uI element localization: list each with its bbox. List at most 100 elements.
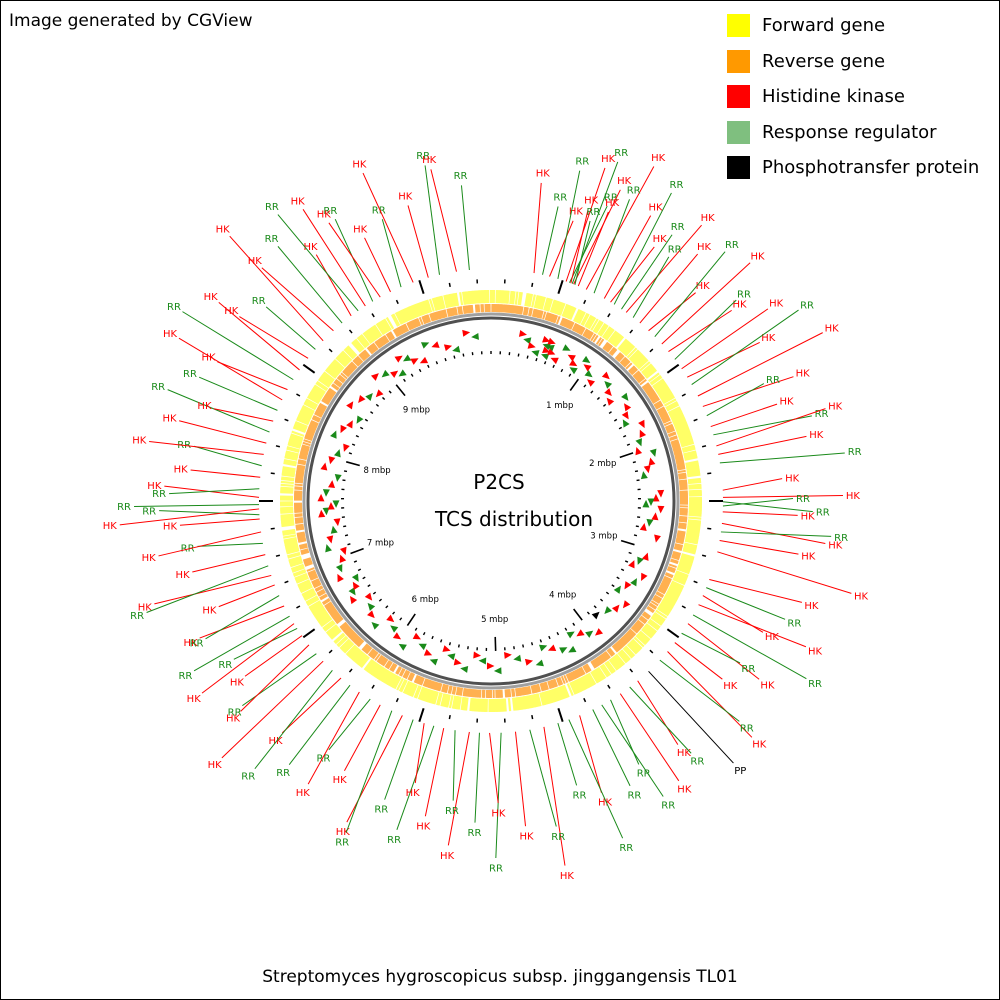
reverse-gene-mark bbox=[355, 356, 363, 364]
forward-gene-mark bbox=[660, 601, 673, 610]
reverse-gene-mark bbox=[347, 630, 355, 638]
reverse-gene-mark bbox=[396, 327, 402, 336]
forward-gene-mark bbox=[626, 347, 638, 359]
forward-gene-mark bbox=[643, 625, 656, 636]
forward-gene-mark bbox=[682, 547, 696, 554]
forward-gene-mark bbox=[352, 340, 363, 352]
forward-gene-mark bbox=[654, 382, 667, 392]
inner-minor-tick bbox=[448, 642, 452, 646]
callout-line bbox=[514, 731, 527, 827]
inner-minor-tick bbox=[628, 551, 632, 555]
hk-label: HK bbox=[651, 153, 666, 164]
forward-gene-mark bbox=[404, 307, 412, 321]
forward-gene-mark bbox=[346, 645, 358, 657]
reverse-gene-mark bbox=[353, 358, 361, 366]
forward-gene-mark bbox=[680, 555, 694, 562]
histidine-kinase-arrow bbox=[641, 552, 649, 561]
reverse-gene-mark bbox=[304, 435, 313, 440]
forward-gene-mark bbox=[612, 334, 622, 346]
reverse-gene-mark bbox=[377, 655, 384, 664]
reverse-gene-mark bbox=[679, 513, 688, 516]
callout-line bbox=[218, 584, 275, 608]
mbp-axis-label: 2 mbp bbox=[589, 459, 616, 469]
forward-gene-mark bbox=[659, 389, 672, 399]
forward-gene-mark bbox=[685, 460, 699, 465]
reverse-gene-mark bbox=[355, 638, 363, 646]
reverse-gene-mark bbox=[679, 480, 688, 484]
reverse-gene-mark bbox=[384, 660, 391, 668]
forward-gene-mark bbox=[326, 366, 339, 377]
forward-gene-mark bbox=[377, 667, 386, 680]
forward-gene-mark bbox=[687, 472, 701, 476]
callout-line bbox=[146, 565, 269, 613]
forward-gene-mark bbox=[629, 640, 641, 652]
forward-gene-mark bbox=[288, 438, 302, 445]
reverse-gene-mark bbox=[300, 548, 309, 553]
reverse-gene-mark bbox=[311, 579, 320, 585]
reverse-gene-mark bbox=[342, 370, 350, 378]
reverse-gene-mark bbox=[591, 660, 598, 668]
histidine-kinase-arrow bbox=[550, 357, 559, 365]
forward-gene-mark bbox=[688, 480, 702, 485]
reverse-gene-mark bbox=[503, 304, 506, 313]
reverse-gene-mark bbox=[306, 431, 315, 437]
forward-gene-mark bbox=[294, 574, 308, 582]
reverse-gene-mark bbox=[331, 383, 340, 390]
forward-gene-mark bbox=[348, 647, 360, 659]
response-regulator-arrow bbox=[452, 345, 461, 353]
forward-gene-mark bbox=[288, 557, 302, 564]
forward-gene-mark bbox=[409, 683, 417, 697]
reverse-gene-mark bbox=[547, 312, 552, 322]
forward-gene-mark bbox=[591, 670, 600, 683]
inner-minor-tick bbox=[530, 642, 534, 646]
rr-label: RR bbox=[178, 671, 192, 682]
histidine-kinase-arrow bbox=[346, 420, 353, 429]
hk-label: HK bbox=[216, 225, 231, 236]
reverse-gene-mark bbox=[308, 425, 317, 430]
forward-gene-mark bbox=[369, 662, 379, 675]
histidine-kinase-arrow bbox=[473, 651, 482, 659]
hk-label: HK bbox=[779, 396, 794, 407]
forward-gene-mark bbox=[478, 698, 482, 712]
forward-gene-mark bbox=[280, 491, 294, 494]
forward-gene-mark bbox=[288, 440, 302, 447]
forward-gene-mark bbox=[426, 299, 433, 313]
forward-gene-mark bbox=[366, 660, 376, 673]
reverse-gene-mark bbox=[628, 365, 636, 373]
reverse-gene-mark bbox=[449, 685, 453, 694]
histidine-kinase-arrow bbox=[337, 573, 344, 583]
forward-gene-mark bbox=[571, 680, 580, 694]
callout-line bbox=[667, 651, 753, 738]
inner-minor-tick bbox=[583, 384, 587, 388]
forward-gene-mark bbox=[316, 380, 329, 391]
forward-gene-mark bbox=[687, 521, 701, 526]
reverse-gene-mark bbox=[353, 636, 361, 644]
reverse-gene-mark bbox=[316, 588, 325, 595]
forward-gene-mark bbox=[607, 330, 618, 343]
rr-label: RR bbox=[808, 679, 822, 690]
reverse-gene-mark bbox=[294, 486, 303, 489]
forward-gene-mark bbox=[533, 693, 539, 708]
inner-minor-tick bbox=[385, 605, 389, 609]
forward-gene-mark bbox=[688, 485, 702, 489]
forward-gene-mark bbox=[304, 399, 318, 408]
forward-gene-mark bbox=[317, 613, 330, 623]
hk-label: HK bbox=[796, 368, 811, 379]
inner-major-tick bbox=[620, 539, 635, 546]
forward-gene-mark bbox=[317, 614, 330, 624]
reverse-gene-mark bbox=[312, 416, 321, 422]
reverse-gene-mark bbox=[666, 568, 676, 574]
reverse-gene-mark bbox=[624, 633, 632, 641]
reverse-gene-mark bbox=[472, 689, 475, 698]
reverse-gene-mark bbox=[565, 320, 571, 329]
rr-label: RR bbox=[445, 806, 459, 817]
callout-line bbox=[364, 237, 391, 293]
reverse-gene-mark bbox=[644, 386, 653, 393]
callout-line bbox=[254, 670, 333, 770]
generator-credit: Image generated by CGView bbox=[9, 11, 253, 31]
reverse-gene-mark bbox=[665, 425, 674, 430]
forward-gene-mark bbox=[545, 690, 552, 704]
reverse-gene-mark bbox=[362, 644, 370, 652]
forward-gene-mark bbox=[390, 314, 400, 327]
histidine-kinase-arrow bbox=[352, 581, 360, 590]
